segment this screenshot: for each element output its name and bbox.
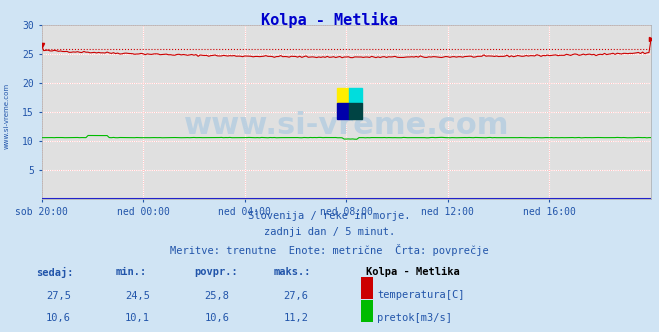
Bar (337, 88, 349, 103)
Text: min.:: min.: (115, 267, 146, 277)
Text: Meritve: trenutne  Enote: metrične  Črta: povprečje: Meritve: trenutne Enote: metrične Črta: … (170, 244, 489, 256)
Text: 27,5: 27,5 (46, 290, 71, 300)
Text: 10,6: 10,6 (46, 313, 71, 323)
Text: maks.:: maks.: (273, 267, 311, 277)
Text: zadnji dan / 5 minut.: zadnji dan / 5 minut. (264, 227, 395, 237)
Text: pretok[m3/s]: pretok[m3/s] (377, 313, 452, 323)
Text: 10,1: 10,1 (125, 313, 150, 323)
Text: temperatura[C]: temperatura[C] (377, 290, 465, 300)
Text: 10,6: 10,6 (204, 313, 229, 323)
Text: www.si-vreme.com: www.si-vreme.com (3, 83, 10, 149)
Text: Slovenija / reke in morje.: Slovenija / reke in morje. (248, 211, 411, 221)
Text: Kolpa - Metlika: Kolpa - Metlika (261, 12, 398, 28)
Text: povpr.:: povpr.: (194, 267, 238, 277)
Text: 24,5: 24,5 (125, 290, 150, 300)
Text: 27,6: 27,6 (283, 290, 308, 300)
Text: sedaj:: sedaj: (36, 267, 74, 278)
Bar (337, 103, 349, 119)
Text: www.si-vreme.com: www.si-vreme.com (184, 112, 509, 140)
Text: 11,2: 11,2 (283, 313, 308, 323)
Bar (349, 88, 362, 103)
Bar (349, 103, 362, 119)
Text: Kolpa - Metlika: Kolpa - Metlika (366, 267, 459, 277)
Text: 25,8: 25,8 (204, 290, 229, 300)
